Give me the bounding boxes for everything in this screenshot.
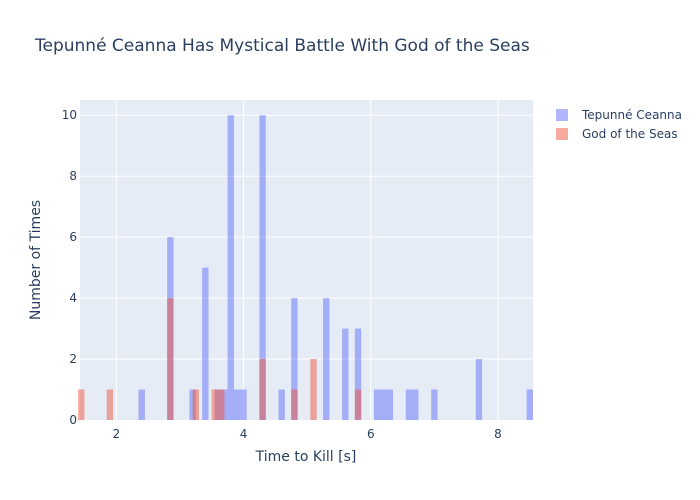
bar-god-of-the-seas[interactable]	[354, 389, 362, 420]
bar-tepunne-ceanna[interactable]	[323, 298, 330, 420]
bar-tepunne-ceanna[interactable]	[412, 389, 419, 420]
x-tick-label: 2	[112, 427, 120, 441]
bar-tepunne-ceanna[interactable]	[233, 389, 241, 420]
x-axis-title: Time to Kill [s]	[255, 449, 357, 465]
legend-label: God of the Seas	[582, 127, 678, 141]
bar-tepunne-ceanna[interactable]	[475, 359, 483, 420]
bar-tepunne-ceanna[interactable]	[354, 328, 362, 420]
bar-tepunne-ceanna[interactable]	[278, 389, 285, 420]
legend-swatch	[556, 109, 568, 121]
bar-god-of-the-seas[interactable]	[310, 359, 317, 420]
bar-tepunne-ceanna[interactable]	[259, 115, 266, 420]
legend[interactable]: Tepunné Ceanna God of the Seas	[556, 108, 682, 141]
bar-tepunne-ceanna[interactable]	[373, 389, 381, 420]
bar-tepunne-ceanna[interactable]	[526, 389, 533, 420]
bar-tepunne-ceanna[interactable]	[380, 389, 387, 420]
bar-god-of-the-seas[interactable]	[211, 389, 219, 420]
y-tick-label: 6	[69, 230, 77, 244]
x-tick-label: 8	[494, 427, 502, 441]
bar-god-of-the-seas[interactable]	[259, 359, 266, 420]
bar-tepunne-ceanna[interactable]	[291, 298, 298, 420]
bars-layer	[78, 115, 533, 420]
chart-title: Tepunné Ceanna Has Mystical Battle With …	[34, 36, 530, 56]
legend-item-tepunne-ceanna[interactable]: Tepunné Ceanna	[556, 108, 682, 122]
plot-area	[80, 100, 533, 420]
legend-label: Tepunné Ceanna	[581, 108, 682, 122]
gridlines	[80, 100, 533, 420]
bar-tepunne-ceanna[interactable]	[240, 389, 247, 420]
y-axis-title: Number of Times	[28, 200, 44, 320]
x-tick-label: 6	[367, 427, 375, 441]
y-tick-label: 8	[69, 169, 77, 183]
x-tick-label: 4	[240, 427, 248, 441]
bar-god-of-the-seas[interactable]	[291, 389, 298, 420]
bar-god-of-the-seas[interactable]	[106, 389, 114, 420]
bar-tepunne-ceanna[interactable]	[405, 389, 413, 420]
bar-tepunne-ceanna[interactable]	[386, 389, 394, 420]
y-tick-label: 10	[62, 108, 77, 122]
bar-god-of-the-seas[interactable]	[218, 389, 225, 420]
y-tick-label: 4	[69, 291, 77, 305]
bar-god-of-the-seas[interactable]	[167, 298, 174, 420]
y-axis-ticks: 0 2 4 6 8 10	[62, 108, 77, 427]
bar-tepunne-ceanna[interactable]	[431, 389, 438, 420]
y-tick-label: 2	[69, 352, 77, 366]
bar-tepunne-ceanna[interactable]	[227, 115, 234, 420]
bar-tepunne-ceanna[interactable]	[202, 267, 209, 420]
x-axis-ticks: 2 4 6 8	[112, 427, 501, 441]
bar-tepunne-ceanna[interactable]	[342, 328, 349, 420]
y-tick-label: 0	[69, 413, 77, 427]
bar-god-of-the-seas[interactable]	[192, 389, 199, 420]
bar-tepunne-ceanna[interactable]	[138, 389, 145, 420]
bar-god-of-the-seas[interactable]	[78, 389, 85, 420]
legend-item-god-of-the-seas[interactable]: God of the Seas	[556, 127, 678, 141]
legend-swatch	[556, 128, 568, 140]
